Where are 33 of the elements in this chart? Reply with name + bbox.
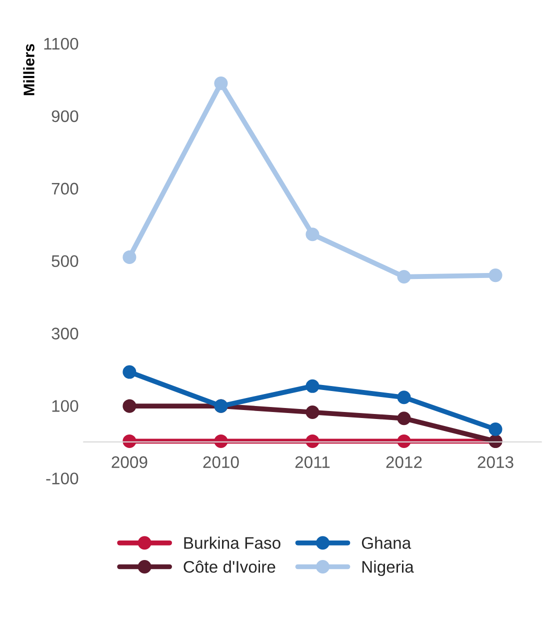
legend-label: Nigeria [362, 560, 414, 576]
legend-label: Burkina Faso [184, 536, 280, 549]
point [122, 399, 136, 413]
point [306, 405, 320, 420]
x-tick-label: 2011 [295, 456, 330, 468]
point [397, 434, 411, 448]
point [397, 390, 411, 404]
y-tick-label: 900 [52, 110, 78, 122]
point [397, 412, 411, 426]
point [306, 228, 320, 242]
legend-label: Ghana [362, 536, 412, 549]
point [214, 434, 228, 448]
x-tick-label: 2010 [203, 456, 239, 468]
y-tick-label: 300 [52, 328, 78, 340]
point [306, 379, 320, 393]
y-tick-label: 700 [52, 182, 78, 195]
x-tick-label: 2009 [112, 456, 148, 468]
point [122, 250, 136, 264]
x-tick-label: 2013 [478, 456, 514, 468]
x-tick-label: 2012 [386, 456, 422, 468]
point [122, 434, 136, 448]
point [397, 270, 411, 284]
point [306, 434, 320, 448]
y-tick-label: -100 [46, 472, 78, 484]
y-tick-label: 1100 [44, 38, 78, 50]
point [214, 76, 228, 90]
y-axis-title: Milliers [23, 44, 34, 96]
y-tick-label: 500 [52, 255, 78, 268]
point [488, 268, 502, 282]
point [122, 365, 136, 379]
point [488, 422, 502, 436]
y-tick-label: 100 [52, 400, 78, 412]
legend-label: Côte d'Ivoire [184, 560, 276, 573]
